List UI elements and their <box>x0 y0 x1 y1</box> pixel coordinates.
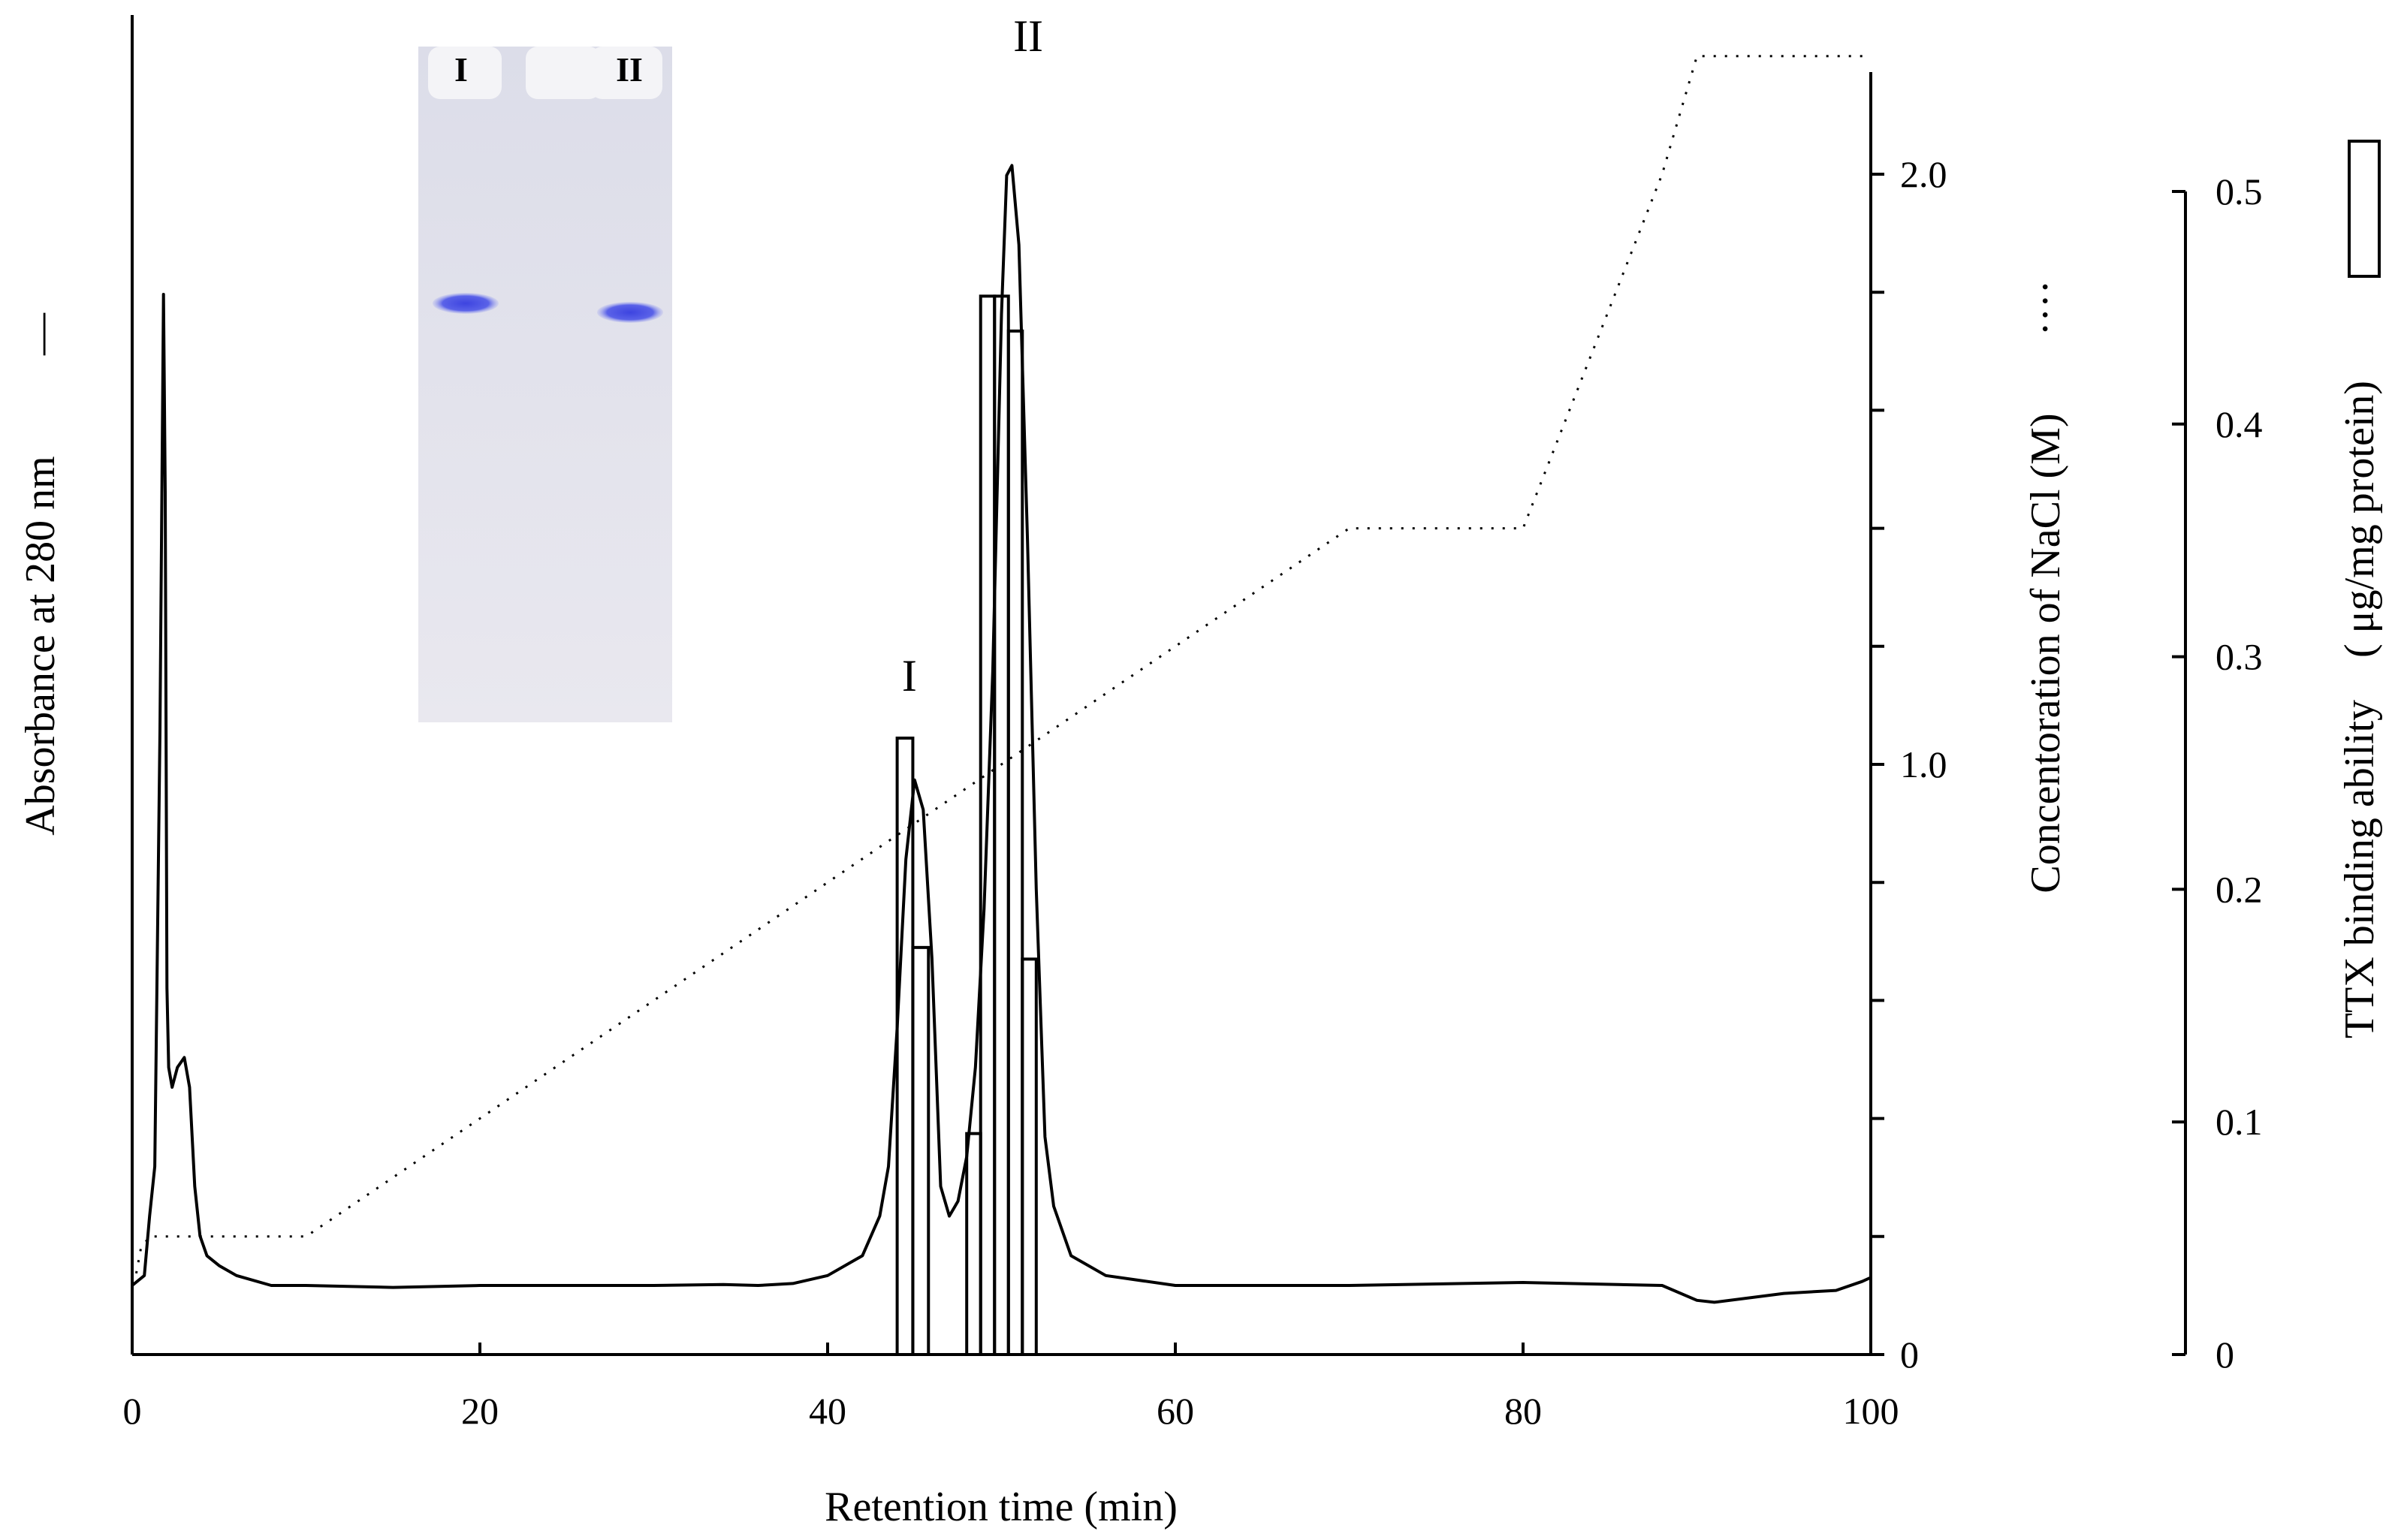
absorbance-line <box>131 164 1872 1304</box>
legend-ttx-bar-glyph <box>2348 140 2381 278</box>
gel-band-lane-1 <box>433 293 499 314</box>
x-tick-label: 80 <box>1504 1390 1542 1432</box>
legend-absorbance-glyph: — <box>17 312 64 356</box>
x-tick-label: 40 <box>809 1390 846 1432</box>
x-tick-label: 60 <box>1157 1390 1194 1432</box>
x-tick-label: 20 <box>461 1390 499 1432</box>
ttx-bar <box>911 945 931 1356</box>
ttx-tick-label: 0.1 <box>2216 1101 2263 1143</box>
peak-label: II <box>1013 11 1043 61</box>
inset-gel-image: I II <box>418 47 672 722</box>
gel-band-lane-2 <box>597 302 663 323</box>
ttx-bar <box>965 1132 982 1356</box>
x-axis-label: Retention time (min) <box>825 1484 1178 1530</box>
x-tick-label: 100 <box>1843 1390 1899 1432</box>
nacl-tick-label: 0 <box>1900 1334 1919 1376</box>
ttx-tick-label: 0.3 <box>2216 636 2263 678</box>
ttx-tick-label: 0.5 <box>2216 170 2263 212</box>
gel-lane-label-2: II <box>616 50 643 89</box>
ttx-tick-label: 0.2 <box>2216 868 2263 910</box>
ttx-tick-label: 0 <box>2216 1334 2234 1376</box>
nacl-tick-label: 1.0 <box>1900 743 1947 785</box>
ttx-bar <box>1021 957 1038 1356</box>
x-tick-label: 0 <box>123 1390 142 1432</box>
ttx-tick-label: 0.4 <box>2216 403 2263 445</box>
y-axis-left-label: Absorbance at 280 nm <box>17 456 64 835</box>
nacl-gradient-line <box>131 55 1871 1296</box>
peak-label: I <box>902 651 917 701</box>
ttx-bar <box>1006 329 1024 1356</box>
y-axis-ttx-label: TTX binding ability ( μg/mg protein) <box>2336 381 2383 1038</box>
y-axis-nacl-label: Concentoration of NaCl (M) <box>2022 413 2069 893</box>
gel-lane-label-1: I <box>454 50 468 89</box>
nacl-tick-label: 2.0 <box>1900 153 1947 195</box>
legend-nacl-glyph: ···· <box>2022 280 2069 336</box>
